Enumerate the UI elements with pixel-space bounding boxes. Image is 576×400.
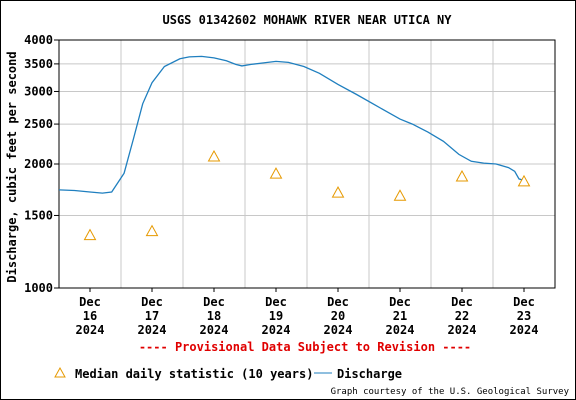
x-tick-label-line: Dec xyxy=(265,295,287,309)
x-tick-label: Dec 22 2024 xyxy=(448,295,477,337)
x-tick-label: Dec 20 2024 xyxy=(324,295,353,337)
x-tick-label-line: 18 xyxy=(207,309,221,323)
discharge-line xyxy=(58,55,523,194)
y-tick-label: 1000 xyxy=(24,281,53,295)
x-tick-label: Dec 19 2024 xyxy=(262,295,291,337)
x-tick-label-line: Dec xyxy=(79,295,101,309)
legend: Median daily statistic (10 years) Discha… xyxy=(54,366,402,381)
chart-title: USGS 01342602 MOHAWK RIVER NEAR UTICA NY xyxy=(163,13,453,27)
median-marker xyxy=(145,224,159,237)
x-tick-label: Dec 16 2024 xyxy=(76,295,105,337)
x-tick-label: Dec 21 2024 xyxy=(386,295,415,337)
x-tick-label-line: 19 xyxy=(269,309,283,323)
x-tick-label: Dec 17 2024 xyxy=(138,295,167,337)
credit-text: Graph courtesy of the U.S. Geological Su… xyxy=(331,387,570,397)
series-layer xyxy=(58,55,531,241)
legend-discharge-label: Discharge xyxy=(337,367,402,381)
x-tick-label-line: 2024 xyxy=(386,323,415,337)
median-marker xyxy=(269,167,283,179)
x-tick-label-line: 2024 xyxy=(138,323,167,337)
x-tick-label-line: 2024 xyxy=(76,323,105,337)
y-axis: 1000 1500 2000 2500 3000 3500 4000 xyxy=(24,33,59,295)
legend-median-label: Median daily statistic (10 years) xyxy=(75,367,313,381)
y-tick-label: 3000 xyxy=(24,84,53,98)
x-tick-label-line: 17 xyxy=(145,309,159,323)
grid-lines xyxy=(59,39,555,289)
y-axis-label: Discharge, cubic feet per second xyxy=(5,51,19,282)
y-tick-label: 2500 xyxy=(24,117,53,131)
x-tick-label-line: 20 xyxy=(331,309,345,323)
x-tick-label-line: Dec xyxy=(389,295,411,309)
median-marker xyxy=(331,186,345,198)
x-tick-label-line: Dec xyxy=(327,295,349,309)
x-tick-label-line: Dec xyxy=(513,295,535,309)
median-marker xyxy=(83,228,97,241)
x-tick-label-line: 2024 xyxy=(324,323,353,337)
legend-median-marker xyxy=(54,366,66,378)
median-marker xyxy=(393,189,407,201)
x-tick-label-line: 22 xyxy=(455,309,469,323)
x-tick-label-line: 21 xyxy=(393,309,407,323)
x-tick-label-line: 2024 xyxy=(262,323,291,337)
x-tick-label-line: 2024 xyxy=(510,323,539,337)
x-tick-label-line: 2024 xyxy=(448,323,477,337)
y-tick-label: 3500 xyxy=(24,57,53,71)
x-tick-label: Dec 23 2024 xyxy=(510,295,539,337)
median-marker xyxy=(455,169,469,182)
y-tick-label: 2000 xyxy=(24,157,53,171)
x-tick-label-line: 2024 xyxy=(200,323,229,337)
provisional-notice: ---- Provisional Data Subject to Revisio… xyxy=(139,340,471,354)
x-tick-label-line: Dec xyxy=(451,295,473,309)
y-tick-label: 1500 xyxy=(24,208,53,222)
median-marker xyxy=(517,174,531,187)
x-tick-label-line: 16 xyxy=(83,309,97,323)
y-tick-label: 4000 xyxy=(24,33,53,47)
x-tick-label-line: Dec xyxy=(203,295,225,309)
x-tick-label-line: Dec xyxy=(141,295,163,309)
median-marker xyxy=(207,149,221,162)
x-tick-label: Dec 18 2024 xyxy=(200,295,229,337)
x-tick-label-line: 23 xyxy=(517,309,531,323)
